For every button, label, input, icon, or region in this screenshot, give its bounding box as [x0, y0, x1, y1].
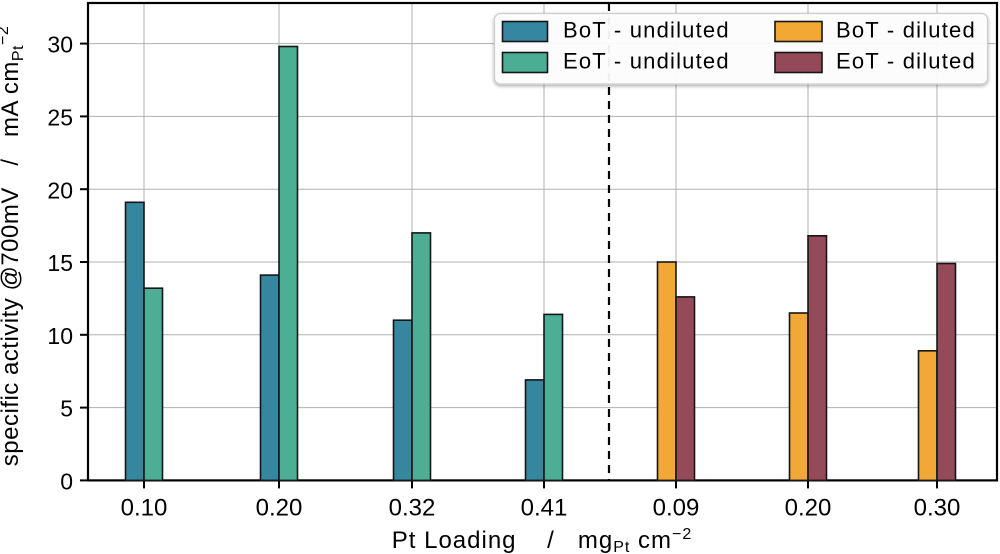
svg-text:specific activity @700mV /: specific activity @700mV / mA cmPt−2 [0, 26, 27, 467]
svg-text:5: 5 [60, 396, 73, 422]
svg-text:EoT - diluted: EoT - diluted [836, 49, 976, 74]
svg-text:30: 30 [47, 32, 73, 58]
svg-text:0.09: 0.09 [653, 495, 700, 522]
svg-text:Pt Loading / mgPt cm−2: Pt Loading / mgPt cm−2 [392, 526, 693, 554]
svg-text:BoT - diluted: BoT - diluted [836, 18, 976, 43]
svg-text:0.20: 0.20 [785, 495, 832, 522]
svg-text:BoT - undiluted: BoT - undiluted [563, 18, 730, 43]
svg-text:0.41: 0.41 [521, 495, 568, 522]
svg-text:20: 20 [47, 177, 73, 203]
svg-text:25: 25 [47, 105, 73, 131]
svg-text:0.20: 0.20 [256, 495, 303, 522]
svg-text:EoT - undiluted: EoT - undiluted [563, 49, 730, 74]
svg-text:15: 15 [47, 250, 73, 276]
svg-text:10: 10 [47, 323, 73, 349]
svg-text:0.10: 0.10 [121, 495, 168, 522]
svg-text:0.30: 0.30 [914, 495, 961, 522]
svg-text:0: 0 [60, 469, 73, 495]
svg-text:0.32: 0.32 [389, 495, 436, 522]
